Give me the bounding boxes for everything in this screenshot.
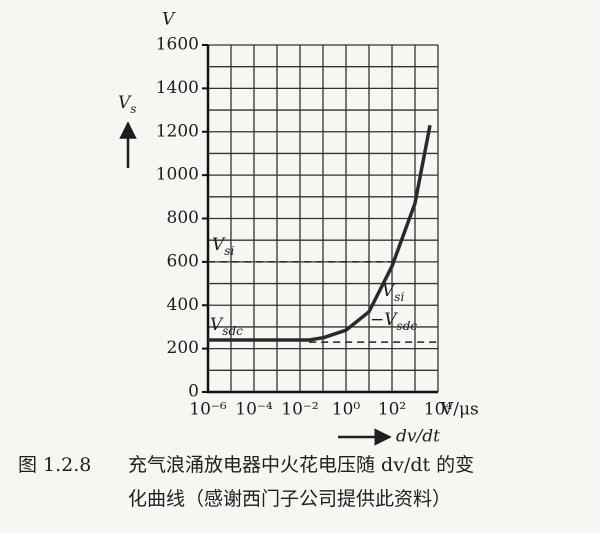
y-tick-label: 800 [167, 208, 199, 228]
annotation-main: V [212, 234, 226, 254]
y-tick-label: 200 [167, 338, 199, 358]
caption-line: 化曲线（感谢西门子公司提供此资料） [128, 488, 451, 510]
annotation-sub: si [224, 243, 234, 257]
x-tick-label: 10⁻⁶ [189, 400, 227, 420]
x-unit-label: V/μs [440, 400, 479, 420]
y-axis-label: V [162, 10, 176, 30]
y-tick-label: 1600 [156, 35, 199, 55]
caption-line: 充气浪涌放电器中火花电压随 dv/dt 的变 [128, 454, 474, 476]
annotation-main: −V [370, 310, 398, 330]
annotation: −Vsdc [370, 310, 417, 333]
curve [208, 124, 432, 342]
annotation-main: V [210, 315, 224, 335]
annotation: Vsi [212, 234, 234, 257]
y-tick-label: 0 [188, 382, 199, 402]
annotation: Vsdc [210, 315, 243, 338]
annotation: Vsi [382, 281, 404, 304]
x-tick-label: 10⁻⁴ [235, 400, 273, 420]
y-tick-label: 400 [167, 295, 199, 315]
x-axis-label: dv/dt [396, 427, 440, 447]
y-tick-label: 1400 [156, 78, 199, 98]
annotation-sub: si [394, 290, 404, 304]
x-tick-label: 10² [378, 400, 406, 420]
x-tick-label: 10⁻² [281, 400, 318, 420]
x-tick-label: 10⁰ [332, 400, 361, 420]
annotation-main: V [382, 281, 396, 301]
x-tick-label: 10⁴ [424, 400, 453, 420]
y-tick-label: 1200 [156, 121, 199, 141]
caption-number: 图 1.2.8 [18, 454, 91, 476]
y-tick-label: 600 [167, 251, 199, 271]
annotation-sub: sdc [222, 324, 243, 338]
y-tick-label: 1000 [156, 165, 199, 185]
y-arrow-label: Vs [118, 93, 136, 116]
annotation-sub: sdc [397, 319, 418, 333]
